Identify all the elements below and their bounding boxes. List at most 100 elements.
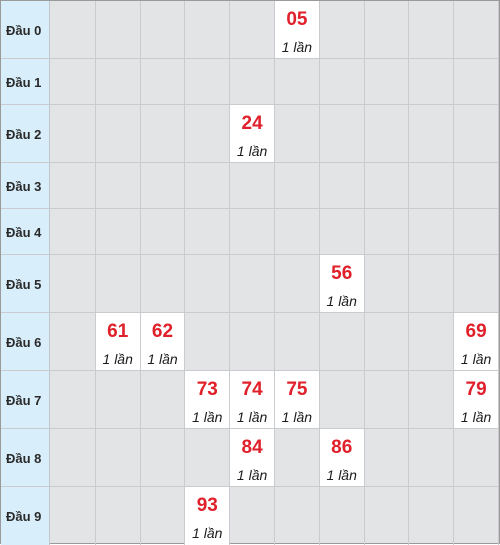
grid-cell-empty	[51, 487, 96, 545]
grid-cell-empty	[141, 429, 186, 487]
row-header: Đầu 6	[1, 313, 50, 371]
lottery-number: 75	[286, 379, 308, 400]
grid-row-dau-0: Đầu 0 05 1 lần	[1, 1, 499, 59]
grid-row-dau-9: Đầu 9 93 1 lần	[1, 487, 499, 545]
grid-cell-empty	[320, 59, 365, 105]
grid-cell-empty	[51, 255, 96, 313]
grid-cell-empty	[96, 255, 141, 313]
grid-cell-empty	[141, 371, 186, 429]
grid-cell-empty	[51, 105, 96, 163]
row-header: Đầu 4	[1, 209, 50, 255]
grid-cell-empty	[409, 487, 455, 545]
lottery-number: 93	[196, 495, 218, 516]
grid-row-dau-4: Đầu 4	[1, 209, 499, 255]
grid-cell-empty	[275, 313, 320, 371]
row-divider	[1, 58, 499, 59]
grid-cell-empty	[454, 59, 499, 105]
grid-cell-number: 62 1 lần	[140, 313, 186, 371]
grid-cell-empty	[96, 163, 141, 209]
grid-cell-empty	[454, 1, 499, 59]
grid-row-dau-5: Đầu 5 56 1 lần	[1, 255, 499, 313]
grid-cell-empty	[454, 163, 499, 209]
lottery-number: 74	[241, 379, 263, 400]
grid-cell-empty	[230, 1, 275, 59]
grid-cell-empty	[51, 371, 96, 429]
grid-cell-empty	[409, 1, 455, 59]
lottery-number: 86	[331, 437, 353, 458]
grid-cell-empty	[409, 429, 455, 487]
occurrence-count: 1 lần	[236, 409, 268, 425]
occurrence-count: 1 lần	[236, 467, 268, 483]
row-header: Đầu 8	[1, 429, 50, 487]
occurrence-count: 1 lần	[326, 293, 357, 309]
grid-cell-empty	[230, 313, 275, 371]
grid-cell-number: 73 1 lần	[185, 371, 231, 429]
grid-cell-empty	[365, 209, 410, 255]
occurrence-count: 1 lần	[281, 409, 313, 425]
row-header: Đầu 5	[1, 255, 50, 313]
row-divider	[1, 312, 499, 313]
occurrence-count: 1 lần	[460, 409, 492, 425]
grid-cell-empty	[454, 255, 499, 313]
lottery-number: 84	[241, 437, 263, 458]
grid-cell-empty	[409, 209, 455, 255]
grid-cell-empty	[275, 429, 320, 487]
grid-cell-number: 93 1 lần	[185, 487, 231, 545]
grid-cell-empty	[365, 429, 410, 487]
grid-cell-empty	[96, 1, 141, 59]
grid-cell-empty	[185, 209, 231, 255]
grid-cell-empty	[141, 1, 186, 59]
grid-cell-empty	[320, 371, 365, 429]
grid-row-dau-6: Đầu 6 61 1 lần 62 1 lần 69 1 lần	[1, 313, 499, 371]
grid-cell-empty	[454, 487, 499, 545]
grid-cell-empty	[230, 209, 275, 255]
grid-cell-empty	[409, 255, 455, 313]
grid-cell-empty	[51, 59, 96, 105]
grid-row-dau-8: Đầu 8 84 1 lần 86 1 lần	[1, 429, 499, 487]
row-header: Đầu 1	[1, 59, 50, 105]
grid-cell-empty	[365, 487, 410, 545]
row-header: Đầu 0	[1, 1, 50, 59]
grid-cell-empty	[185, 163, 231, 209]
row-divider	[1, 428, 499, 429]
lottery-number: 61	[107, 321, 129, 342]
grid-cell-empty	[185, 255, 231, 313]
grid-cell-empty	[365, 313, 410, 371]
occurrence-count: 1 lần	[281, 39, 313, 55]
lottery-number: 62	[151, 321, 174, 342]
occurrence-count: 1 lần	[192, 409, 223, 425]
grid-cell-empty	[141, 163, 186, 209]
grid-cell-number: 24 1 lần	[230, 105, 275, 163]
grid-cell-empty	[409, 313, 455, 371]
grid-cell-empty	[51, 313, 96, 371]
occurrence-count: 1 lần	[460, 351, 492, 367]
grid-cell-empty	[275, 59, 320, 105]
grid-cell-empty	[51, 163, 96, 209]
grid-cell-number: 86 1 lần	[319, 429, 365, 487]
row-divider	[1, 254, 499, 255]
row-divider	[1, 370, 499, 371]
row-header: Đầu 3	[1, 163, 50, 209]
grid-cell-empty	[96, 105, 141, 163]
occurrence-count: 1 lần	[326, 467, 357, 483]
grid-cell-empty	[275, 209, 320, 255]
row-header: Đầu 2	[1, 105, 50, 163]
grid-cell-empty	[365, 105, 410, 163]
row-divider	[1, 208, 499, 209]
grid-cell-empty	[96, 487, 141, 545]
grid-cell-empty	[365, 371, 410, 429]
grid-cell-empty	[185, 429, 231, 487]
lottery-number: 05	[286, 9, 308, 30]
lottery-number: 24	[241, 113, 263, 134]
grid-cell-empty	[365, 1, 410, 59]
grid-cell-empty	[51, 429, 96, 487]
grid-cell-empty	[409, 371, 455, 429]
grid-cell-empty	[454, 105, 499, 163]
grid-cell-empty	[96, 59, 141, 105]
grid-cell-empty	[96, 429, 141, 487]
row-divider	[1, 486, 499, 487]
grid-cell-empty	[230, 487, 275, 545]
grid-cell-empty	[320, 1, 365, 59]
grid-cell-empty	[454, 209, 499, 255]
grid-cell-empty	[185, 59, 231, 105]
